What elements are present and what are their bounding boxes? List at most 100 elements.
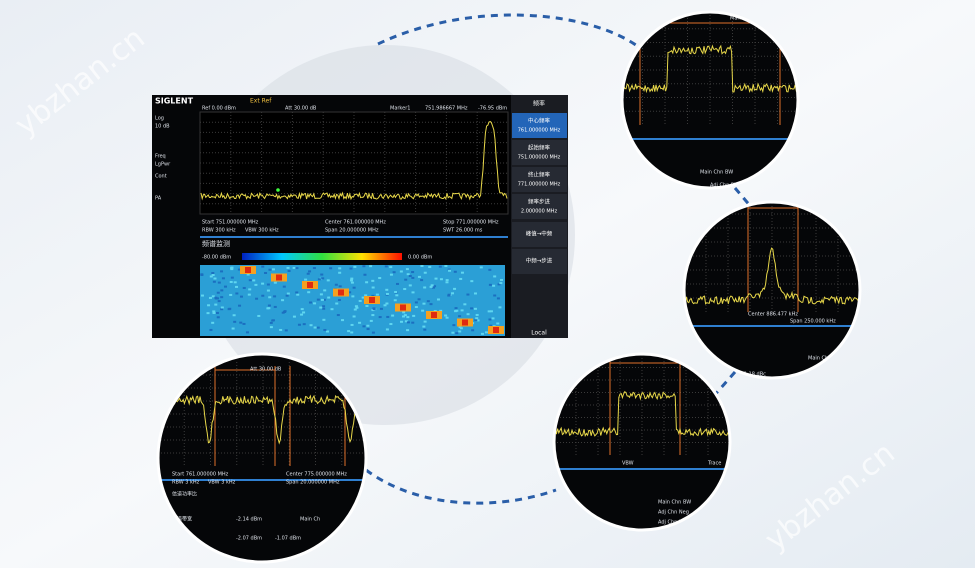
label: 2.000000 MHz [521, 209, 558, 215]
label: LgPwr [155, 162, 171, 168]
noise [430, 284, 434, 287]
noise [221, 277, 225, 280]
label: Adj Chn BW [710, 183, 739, 189]
noise [231, 327, 235, 330]
noise [329, 267, 333, 270]
noise [337, 298, 341, 301]
noise [266, 307, 270, 310]
noise [470, 280, 474, 283]
label: Att 30.00 dB [250, 367, 282, 373]
noise [308, 301, 312, 304]
noise [369, 265, 373, 268]
noise [476, 319, 480, 322]
label: Start 751.000000 MHz [202, 220, 259, 226]
noise [338, 267, 342, 270]
noise [220, 289, 224, 292]
noise [366, 324, 370, 327]
noise [350, 281, 354, 284]
zoom-bg [158, 354, 366, 562]
noise [369, 319, 373, 322]
noise [295, 267, 299, 270]
noise [497, 283, 501, 286]
noise [281, 299, 285, 302]
menu-item[interactable] [512, 113, 567, 138]
noise [322, 307, 326, 310]
noise [215, 311, 219, 314]
noise [392, 271, 396, 274]
noise [302, 323, 306, 326]
noise [239, 321, 243, 324]
noise [452, 324, 456, 327]
menu-button[interactable] [512, 249, 567, 274]
noise [361, 296, 365, 299]
noise [473, 307, 477, 310]
noise [406, 273, 410, 276]
signal-core [307, 282, 313, 288]
noise [312, 267, 316, 270]
label: VBW 300 kHz [245, 228, 279, 234]
label: 771.000000 MHz [518, 182, 561, 188]
label: 0.00 dBm [408, 255, 432, 261]
noise [499, 282, 503, 285]
noise [438, 265, 442, 268]
zoom-rim [156, 352, 368, 564]
noise [429, 285, 433, 288]
noise [406, 329, 410, 332]
noise [349, 279, 353, 282]
label: -2.07 dBm [236, 536, 262, 542]
noise [466, 293, 470, 296]
label: Main Chn BW [808, 356, 841, 362]
noise [371, 314, 375, 317]
noise [268, 296, 272, 299]
noise [232, 314, 236, 317]
noise [487, 310, 491, 313]
noise [406, 321, 410, 324]
label: Trace [707, 461, 721, 467]
noise [341, 319, 345, 322]
menu-item[interactable] [512, 194, 567, 219]
label: Start 761.000000 MHz [172, 472, 229, 478]
signal-core [369, 297, 375, 303]
label: RBW 300 kHz [202, 228, 236, 234]
noise [412, 314, 416, 317]
noise [261, 294, 265, 297]
noise [364, 294, 368, 297]
noise [417, 275, 421, 278]
noise [235, 292, 239, 295]
noise [269, 326, 273, 329]
noise [350, 323, 354, 326]
noise [323, 328, 327, 331]
noise [371, 331, 375, 334]
noise [411, 271, 415, 274]
noise [264, 271, 268, 274]
menu-item[interactable] [512, 167, 567, 192]
noise [302, 311, 306, 314]
noise [261, 265, 265, 268]
noise [257, 314, 261, 317]
label: Span 250.000 kHz [790, 319, 836, 325]
noise [423, 286, 427, 289]
noise [336, 314, 340, 317]
label: Log [155, 116, 164, 122]
noise [273, 295, 277, 298]
noise [255, 297, 259, 300]
noise [233, 281, 237, 284]
noise [271, 319, 275, 322]
noise [385, 328, 389, 331]
label: Main Ch [300, 517, 320, 523]
noise [282, 285, 286, 288]
trace [622, 44, 798, 94]
noise [220, 270, 224, 273]
label: 峰值→中频 [526, 230, 553, 238]
noise [307, 291, 311, 294]
label: Ext Ref [250, 98, 272, 105]
noise [316, 298, 320, 301]
noise [353, 265, 357, 268]
noise [383, 304, 387, 307]
noise [237, 268, 241, 271]
menu-item[interactable] [512, 140, 567, 165]
menu-button[interactable] [512, 222, 567, 247]
label: PA [155, 196, 162, 202]
noise [338, 271, 342, 274]
noise [327, 296, 331, 299]
